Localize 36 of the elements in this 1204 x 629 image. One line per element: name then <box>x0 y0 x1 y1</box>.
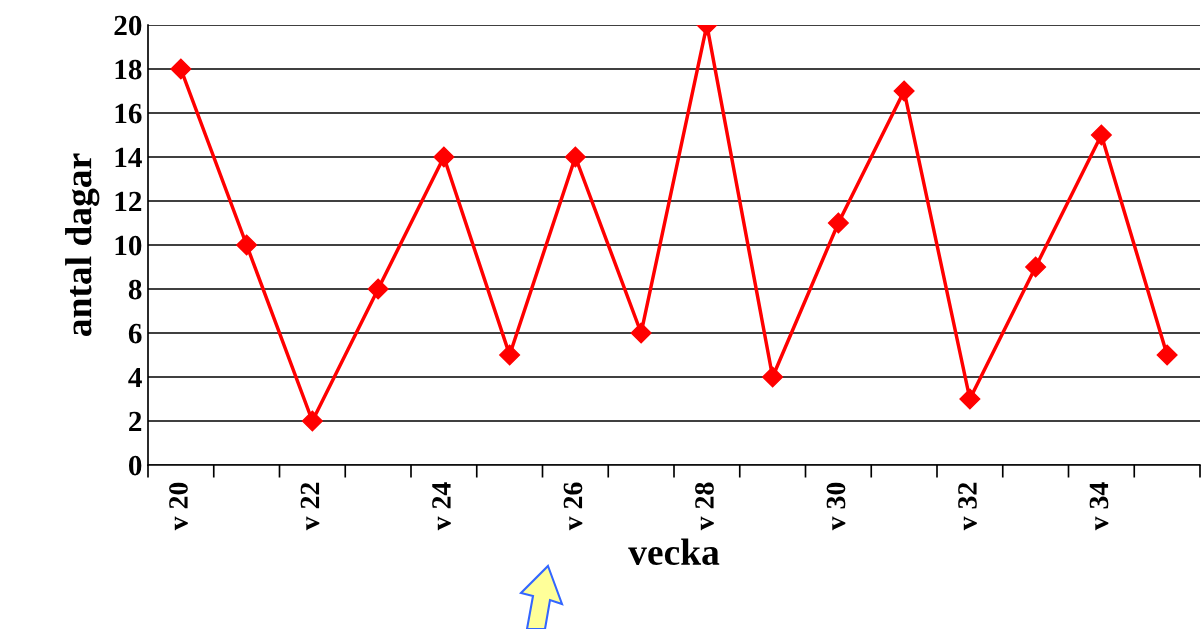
y-tick-label: 16 <box>115 103 142 124</box>
point <box>367 278 389 300</box>
point <box>1156 344 1178 366</box>
y-tick-label: 14 <box>115 147 142 168</box>
point <box>564 146 586 168</box>
point <box>236 234 258 256</box>
x-tick-label: v 30 <box>826 482 846 531</box>
y-tick-label: 2 <box>129 411 142 432</box>
point <box>893 80 915 102</box>
point <box>301 410 323 432</box>
x-tick-label: v 34 <box>1089 482 1109 531</box>
point <box>762 366 784 388</box>
point <box>959 388 981 410</box>
y-tick-label: 18 <box>115 59 142 80</box>
point <box>1090 124 1112 146</box>
point <box>1025 256 1047 278</box>
point <box>827 212 849 234</box>
y-tick-label: 4 <box>128 367 142 388</box>
y-tick-label: 8 <box>128 279 142 300</box>
point <box>630 322 652 344</box>
y-tick-label: 20 <box>114 15 142 36</box>
x-tick-label: v 22 <box>300 482 320 531</box>
x-axis-title: vecka <box>628 538 720 565</box>
point <box>499 344 521 366</box>
point <box>170 58 192 80</box>
y-tick-label: 0 <box>128 455 142 476</box>
y-tick-label: 10 <box>115 235 142 256</box>
y-axis-title: antal dagar <box>65 153 100 336</box>
y-tick-label: 6 <box>128 323 142 344</box>
x-tick-label: v 32 <box>958 482 977 531</box>
x-tick-label: v 24 <box>432 482 451 531</box>
point <box>433 146 455 168</box>
y-tick-label: 12 <box>115 191 142 212</box>
x-tick-label: v 28 <box>695 482 714 531</box>
x-tick-label: v 26 <box>563 482 583 531</box>
x-tick-label: v 20 <box>169 482 188 531</box>
